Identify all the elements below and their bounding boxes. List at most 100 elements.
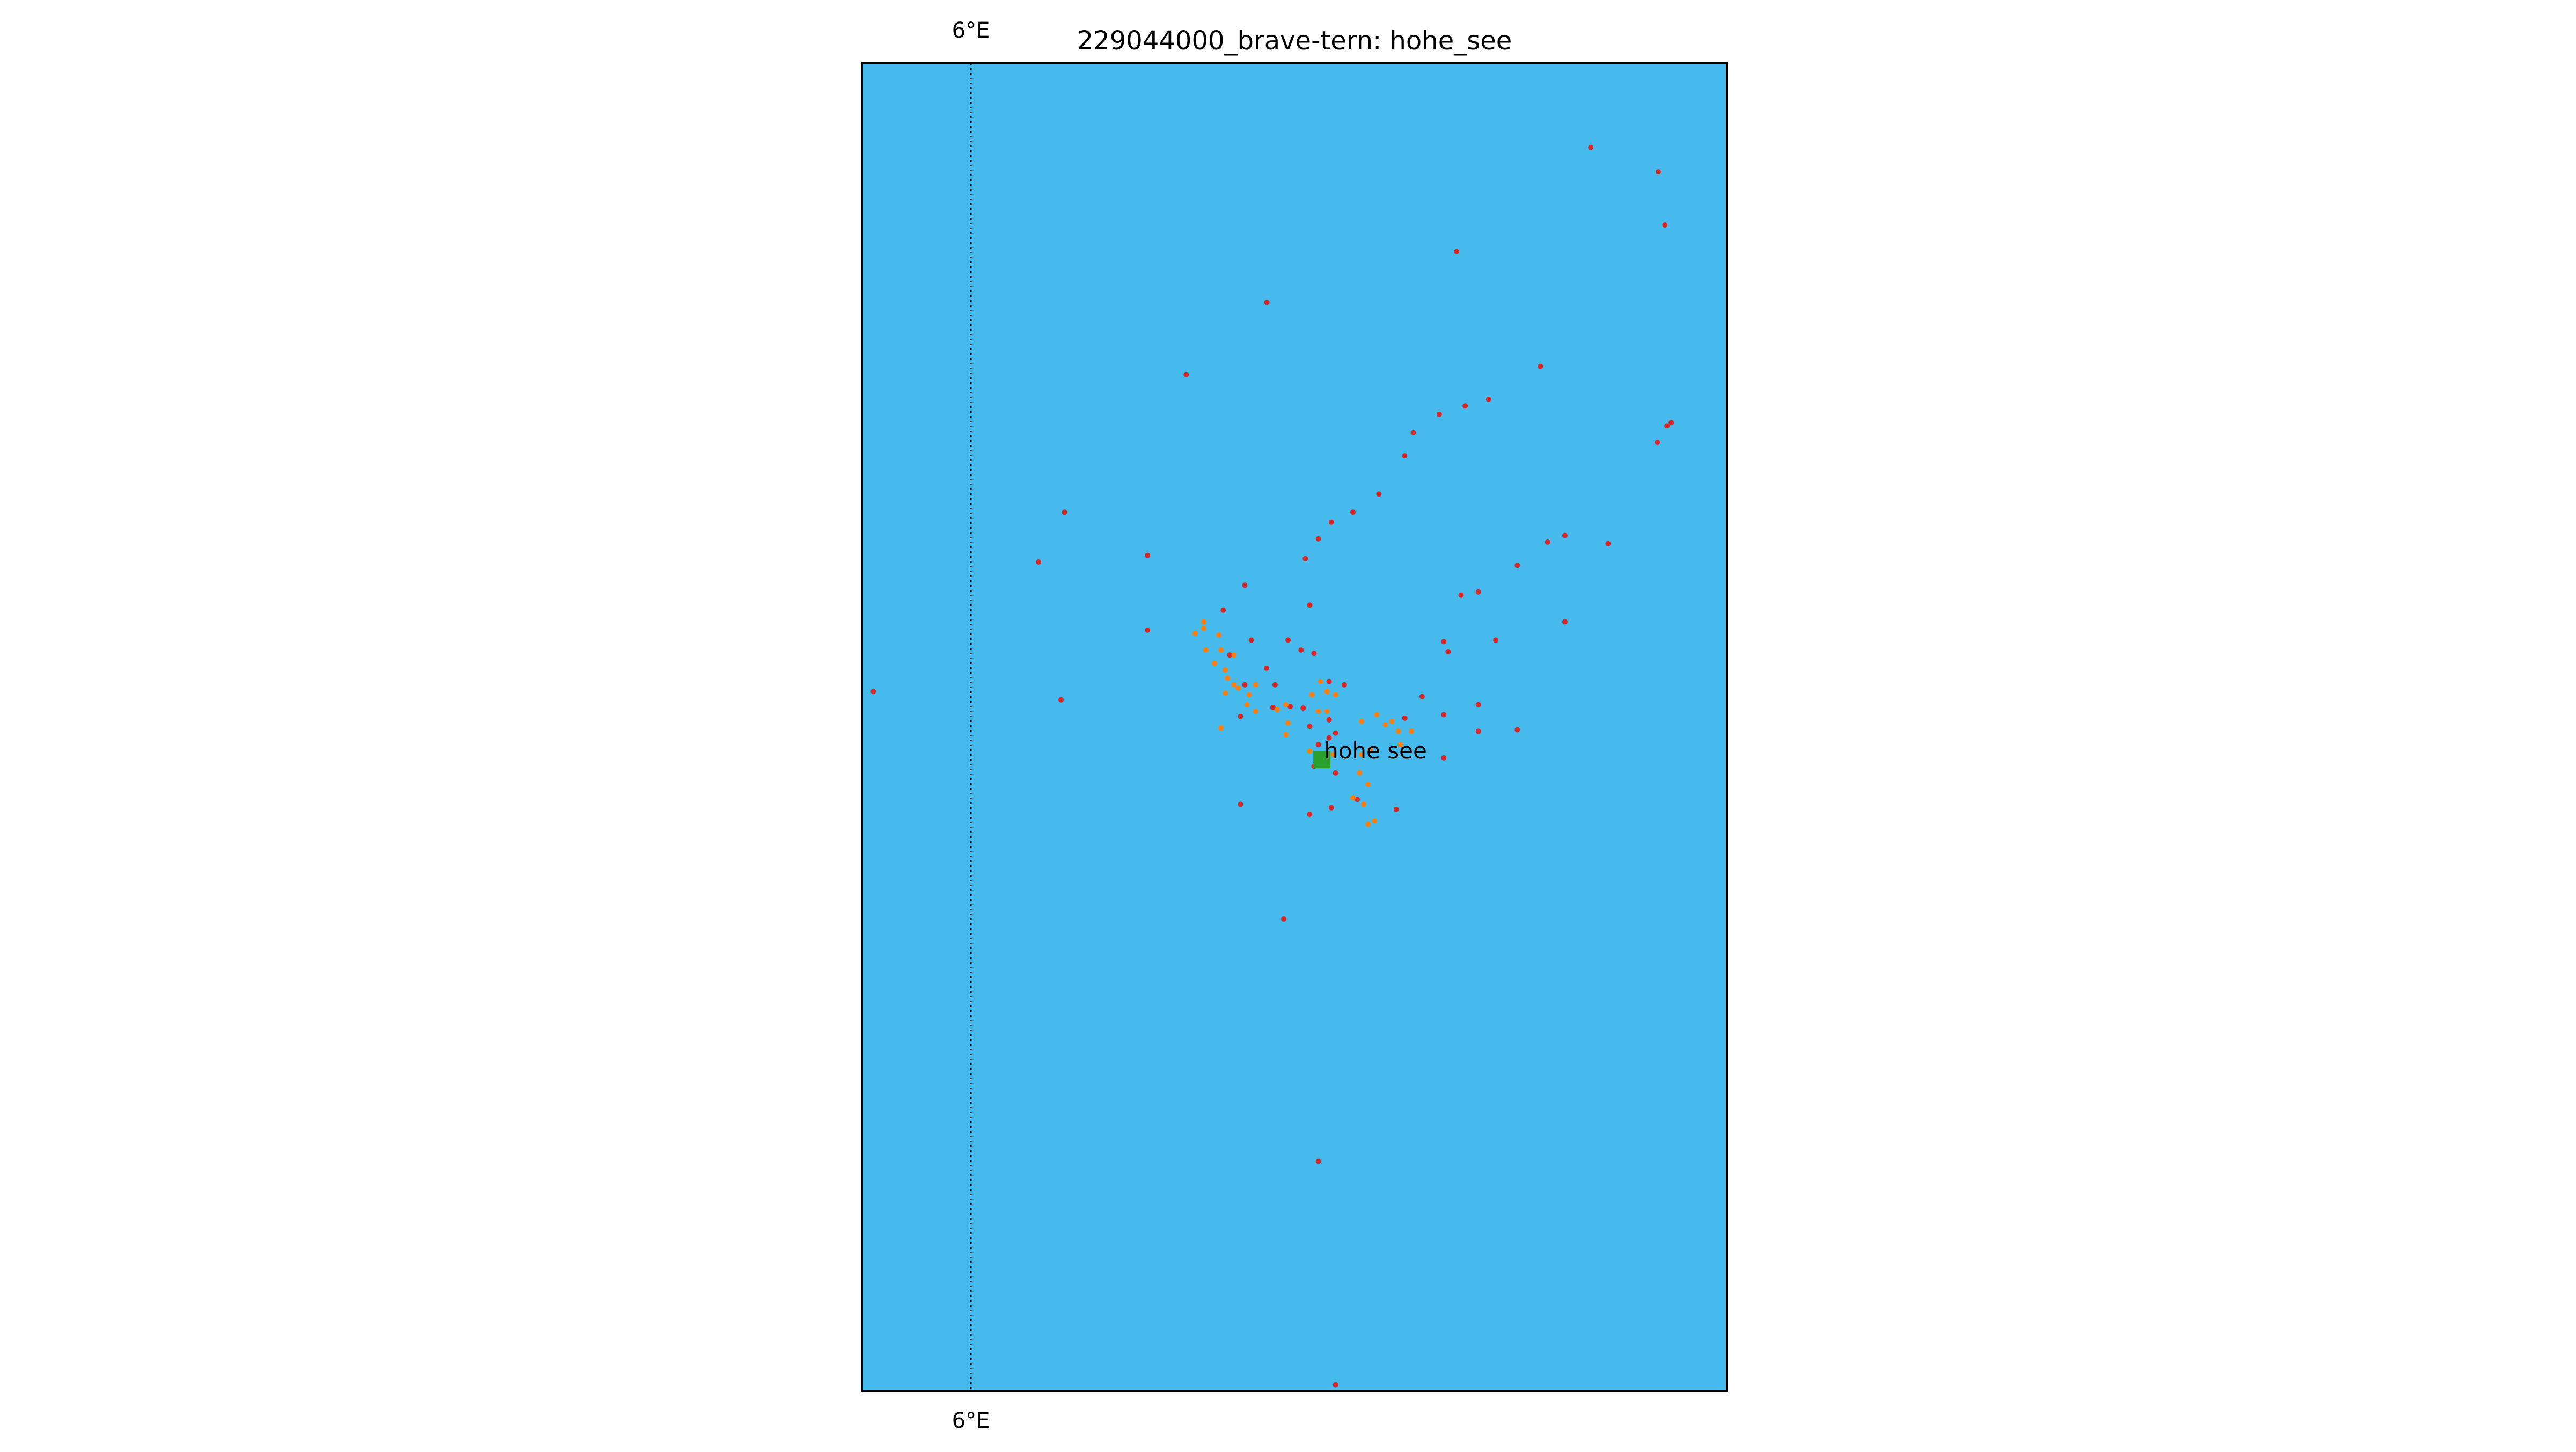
orange-track-point-31 <box>1359 751 1365 757</box>
red-track-point-2 <box>1662 222 1668 228</box>
orange-track-point-35 <box>1361 801 1367 807</box>
orange-track-point-21 <box>1333 692 1338 698</box>
red-track-point-55 <box>1307 724 1313 729</box>
orange-track-point-37 <box>1365 821 1371 827</box>
orange-track-point-43 <box>1216 632 1222 638</box>
site-label: hohe see <box>1324 738 1427 764</box>
orange-track-point-25 <box>1382 722 1388 728</box>
red-track-point-21 <box>1545 539 1550 545</box>
orange-track-point-0 <box>1192 631 1198 637</box>
red-track-point-67 <box>1393 806 1399 812</box>
orange-track-point-1 <box>1201 625 1206 631</box>
sea-area[interactable] <box>862 63 1727 1391</box>
red-track-point-74 <box>1333 1382 1338 1388</box>
red-track-point-7 <box>1485 396 1491 402</box>
site-marker[interactable] <box>1313 751 1331 769</box>
orange-track-point-26 <box>1389 718 1395 724</box>
red-track-point-20 <box>1562 532 1568 538</box>
red-track-point-57 <box>1333 730 1338 736</box>
orange-track-point-30 <box>1367 747 1373 753</box>
orange-track-point-10 <box>1235 685 1241 691</box>
red-track-point-27 <box>1242 582 1248 588</box>
red-track-point-6 <box>1183 371 1189 377</box>
orange-track-point-14 <box>1274 707 1280 713</box>
orange-track-point-4 <box>1223 667 1228 673</box>
red-track-point-50 <box>1441 712 1447 718</box>
red-track-point-16 <box>1376 491 1382 497</box>
red-track-point-0 <box>1588 144 1594 150</box>
red-track-point-59 <box>1475 728 1481 734</box>
red-track-point-31 <box>1458 592 1464 598</box>
red-track-point-70 <box>1238 801 1243 807</box>
red-track-point-52 <box>1270 704 1276 710</box>
red-track-point-40 <box>1248 637 1254 643</box>
red-track-point-51 <box>1475 702 1481 707</box>
red-track-point-10 <box>1410 429 1416 435</box>
orange-track-point-44 <box>1246 692 1252 698</box>
red-track-point-23 <box>1036 559 1042 565</box>
red-track-point-28 <box>1307 602 1313 608</box>
red-track-point-73 <box>1315 1158 1321 1164</box>
red-track-point-3 <box>1454 249 1460 254</box>
red-track-point-25 <box>1302 556 1308 561</box>
red-track-point-47 <box>1326 678 1332 684</box>
orange-track-point-33 <box>1365 782 1371 787</box>
red-track-point-33 <box>1493 637 1498 643</box>
red-track-point-46 <box>1242 682 1248 688</box>
orange-track-point-3 <box>1212 660 1218 666</box>
red-track-point-18 <box>1328 519 1334 525</box>
red-track-point-56 <box>1326 717 1332 723</box>
orange-track-point-32 <box>1357 770 1363 776</box>
orange-track-point-34 <box>1350 795 1356 801</box>
red-track-point-53 <box>1287 704 1293 710</box>
red-track-point-22 <box>1605 541 1611 546</box>
red-track-point-30 <box>1475 589 1481 595</box>
red-track-point-8 <box>1462 403 1468 409</box>
red-track-point-44 <box>1263 665 1269 671</box>
red-track-point-17 <box>1350 509 1356 515</box>
orange-track-point-36 <box>1372 818 1378 824</box>
orange-track-point-29 <box>1397 742 1403 748</box>
red-track-point-37 <box>1058 697 1064 703</box>
red-track-point-19 <box>1315 536 1321 542</box>
red-track-point-58 <box>1402 715 1408 721</box>
red-track-point-41 <box>1285 637 1291 643</box>
red-track-point-29 <box>1220 607 1226 613</box>
orange-track-point-5 <box>1225 675 1231 681</box>
orange-track-point-17 <box>1324 709 1330 714</box>
red-track-point-71 <box>1238 713 1243 719</box>
red-track-point-42 <box>1298 647 1304 653</box>
red-track-point-62 <box>1315 742 1321 748</box>
orange-track-point-19 <box>1318 678 1323 684</box>
red-track-point-26 <box>1514 563 1520 568</box>
red-track-point-1 <box>1656 169 1661 175</box>
orange-track-point-6 <box>1231 682 1237 688</box>
red-track-point-4 <box>1264 300 1270 305</box>
orange-track-point-11 <box>1253 682 1258 688</box>
orange-track-point-39 <box>1307 748 1313 754</box>
red-track-point-38 <box>1145 627 1151 633</box>
red-track-point-72 <box>1281 916 1286 922</box>
red-track-point-39 <box>1227 652 1233 658</box>
orange-track-point-2 <box>1203 647 1209 653</box>
red-track-point-13 <box>1668 420 1674 426</box>
orange-track-point-27 <box>1395 728 1401 734</box>
red-track-point-12 <box>1664 423 1670 429</box>
orange-track-point-16 <box>1315 709 1321 714</box>
red-track-point-61 <box>1441 755 1447 761</box>
red-track-point-24 <box>1145 552 1151 558</box>
orange-track-point-24 <box>1374 712 1380 718</box>
red-track-point-5 <box>1538 363 1543 369</box>
longitude-tick-label-top: 6°E <box>952 18 990 43</box>
orange-track-point-42 <box>1201 619 1206 625</box>
track-points-layer <box>870 144 1674 1388</box>
orange-track-point-28 <box>1408 728 1414 734</box>
red-track-point-45 <box>1272 682 1278 688</box>
longitude-tick-label-bottom: 6°E <box>952 1409 990 1433</box>
orange-track-point-40 <box>1283 732 1289 738</box>
orange-track-point-41 <box>1218 725 1224 731</box>
orange-track-point-15 <box>1283 702 1289 707</box>
red-track-point-9 <box>1436 411 1442 417</box>
